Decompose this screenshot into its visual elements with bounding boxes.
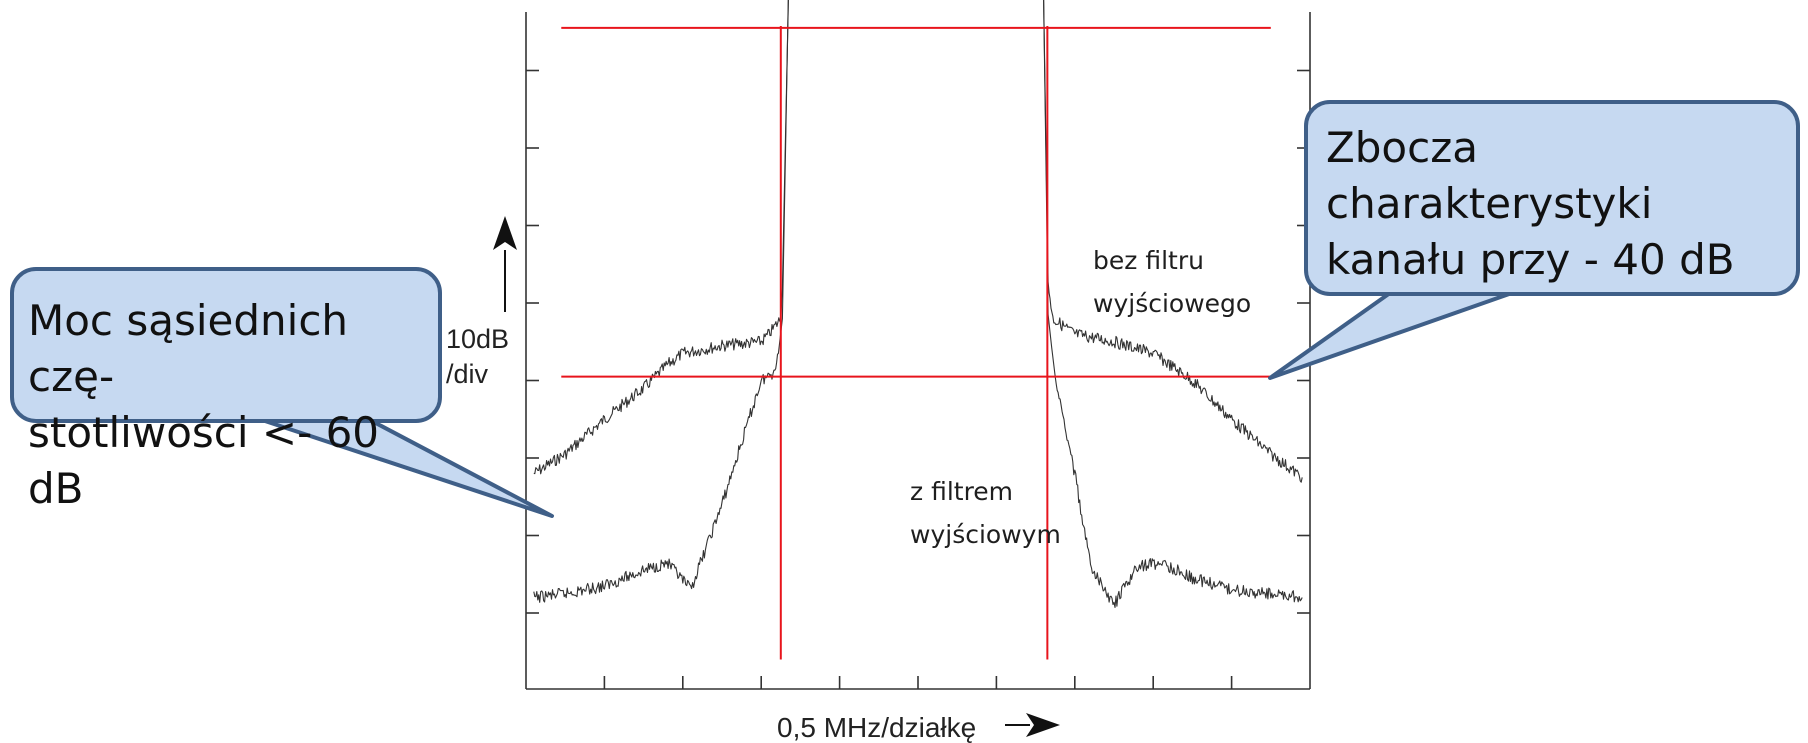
x-unit-indicator: 0,5 MHz/działkę — [777, 712, 1060, 743]
x-axis-label: 0,5 MHz/działkę — [777, 712, 976, 743]
right-callout-pointer — [1268, 291, 1514, 380]
series-trace-unfiltered — [533, 0, 1303, 483]
unfiltered-label-line1: bez filtru — [1093, 246, 1204, 275]
unfiltered-label-line2: wyjściowego — [1093, 289, 1251, 318]
y-unit-indicator: 10dB /div — [446, 216, 517, 389]
filtered-label-line1: z filtrem — [910, 477, 1013, 506]
adjacent-power-callout: Moc sąsiednich czę- stotliwości <- 60 dB — [10, 267, 442, 513]
reference-lines — [561, 26, 1271, 660]
x-arrow-head — [1026, 713, 1060, 737]
axis-ticks — [526, 69, 1310, 689]
y-arrow-head — [493, 216, 517, 250]
chart-axes — [525, 12, 1311, 690]
channel-slope-callout: Zbocza charakterystyki kanału przy - 40 … — [1304, 100, 1800, 296]
y-unit-label-line2: /div — [446, 359, 489, 389]
series-trace-filtered — [533, 0, 1303, 608]
filtered-label-line2: wyjściowym — [910, 520, 1061, 549]
series-layer — [533, 0, 1303, 608]
y-unit-label-line1: 10dB — [446, 324, 509, 354]
